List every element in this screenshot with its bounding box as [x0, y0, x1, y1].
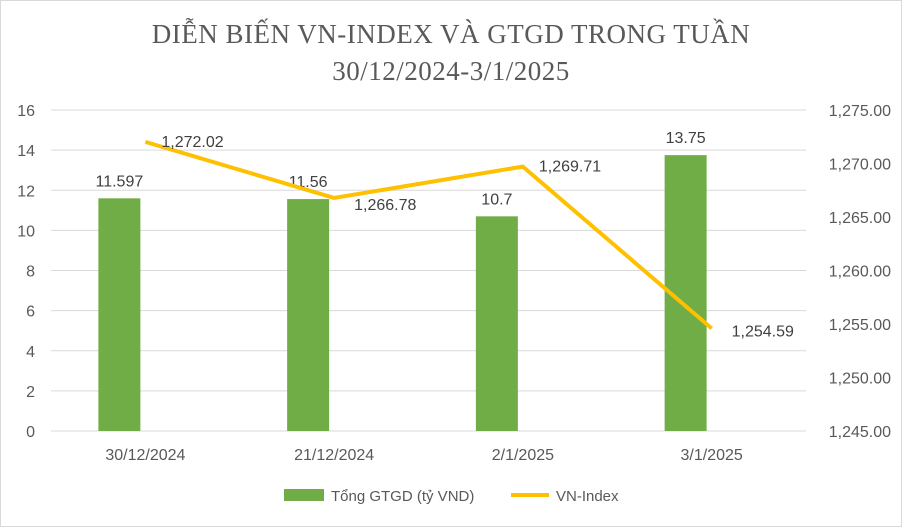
line-data-label: 1,266.78 [354, 197, 416, 214]
y-left-tick-label: 4 [26, 344, 35, 361]
bar-data-label: 13.75 [666, 130, 706, 147]
bar-data-label: 11.597 [96, 173, 144, 190]
y-left-tick-label: 12 [17, 183, 35, 200]
bar-data-label: 10.7 [481, 191, 512, 208]
x-tick-label: 21/12/2024 [294, 447, 374, 464]
line-data-label: 1,272.02 [161, 134, 223, 151]
y-right-tick-label: 1,270.00 [829, 157, 891, 174]
y-right-tick-label: 1,275.00 [829, 103, 891, 120]
vn-index-line [144, 139, 713, 330]
legend-swatch-bar [284, 489, 324, 501]
x-tick-label: 30/12/2024 [105, 447, 185, 464]
y-left-tick-label: 14 [17, 143, 35, 160]
y-right-tick-label: 1,265.00 [829, 210, 891, 227]
bar [287, 199, 330, 431]
x-tick-label: 2/1/2025 [492, 447, 554, 464]
legend-label-bar: Tổng GTGD (tỷ VND) [331, 488, 474, 505]
y-left-tick-label: 6 [26, 304, 35, 321]
line-data-label: 1,269.71 [539, 159, 601, 176]
y-right-tick-label: 1,245.00 [829, 424, 891, 441]
y-right-tick-label: 1,260.00 [829, 264, 891, 281]
y-left-tick-label: 8 [26, 264, 35, 281]
bar [475, 216, 518, 431]
y-right-tick-label: 1,250.00 [829, 371, 891, 388]
chart-title: DIỄN BIẾN VN-INDEX VÀ GTGD TRONG TUẦN [151, 19, 751, 49]
bar [98, 198, 141, 431]
x-tick-label: 3/1/2025 [680, 447, 742, 464]
y-left-tick-label: 0 [26, 424, 35, 441]
y-left-tick-label: 10 [17, 223, 35, 240]
line-data-label: 1,254.59 [732, 323, 794, 340]
y-right-tick-label: 1,255.00 [829, 317, 891, 334]
chart-subtitle: 30/12/2024-3/1/2025 [332, 56, 570, 86]
legend-label-line: VN-Index [556, 488, 619, 505]
y-left-tick-label: 2 [26, 384, 35, 401]
y-left-tick-label: 16 [17, 103, 35, 120]
